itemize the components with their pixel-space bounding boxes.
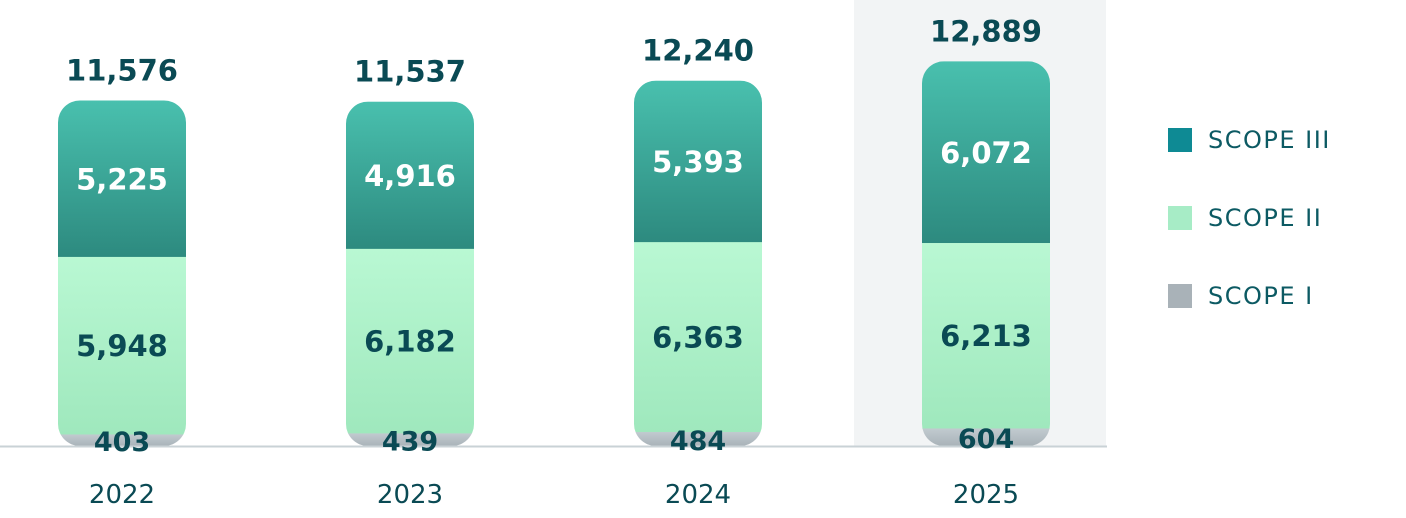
legend-swatch-scope-ii (1168, 206, 1192, 230)
x-tick-label-2024: 2024 (665, 480, 731, 510)
total-label-2025: 12,889 (930, 14, 1042, 48)
legend-label-scope-i: SCOPE I (1208, 282, 1314, 310)
legend-label-scope-ii: SCOPE II (1208, 204, 1323, 232)
bar-segment-scope-ii-2023 (346, 248, 474, 434)
bar-2022 (58, 100, 186, 447)
value-label-scope-ii-2023: 6,182 (364, 325, 456, 359)
value-label-scope-i-2022: 403 (94, 427, 150, 458)
legend-item-scope-iii: SCOPE III (1168, 118, 1388, 162)
bar-segment-scope-iii-2023 (346, 101, 474, 249)
value-label-scope-ii-2025: 6,213 (940, 319, 1032, 353)
bar-2024 (634, 80, 762, 447)
bar-2023 (346, 101, 474, 447)
value-label-scope-iii-2025: 6,072 (940, 136, 1032, 170)
value-label-scope-i-2025: 604 (958, 424, 1014, 455)
bar-segment-scope-ii-2024 (634, 241, 762, 433)
value-label-scope-i-2023: 439 (382, 426, 438, 457)
x-tick-label-2025: 2025 (953, 480, 1019, 510)
bar-segment-scope-iii-2025 (922, 61, 1050, 244)
x-tick-label-2022: 2022 (89, 480, 155, 510)
value-label-scope-ii-2022: 5,948 (76, 329, 168, 363)
legend-item-scope-ii: SCOPE II (1168, 196, 1388, 240)
bar-segment-scope-iii-2022 (58, 100, 186, 257)
x-tick-label-2023: 2023 (377, 480, 443, 510)
bar-segment-scope-i-2025 (922, 427, 1050, 447)
total-label-2024: 12,240 (642, 34, 754, 68)
value-label-scope-iii-2022: 5,225 (76, 162, 168, 196)
legend-swatch-scope-iii (1168, 128, 1192, 152)
legend-label-scope-iii: SCOPE III (1208, 126, 1331, 154)
value-label-scope-ii-2024: 6,363 (652, 321, 744, 355)
bar-segment-scope-i-2023 (346, 432, 474, 447)
bar-segment-scope-ii-2025 (922, 242, 1050, 429)
bar-segment-scope-iii-2024 (634, 80, 762, 243)
legend-swatch-scope-i (1168, 284, 1192, 308)
bar-segment-scope-ii-2022 (58, 256, 186, 435)
value-label-scope-i-2024: 484 (670, 426, 726, 457)
bar-segment-scope-i-2024 (634, 431, 762, 447)
bar-segment-scope-i-2022 (58, 433, 186, 447)
value-label-scope-iii-2023: 4,916 (364, 159, 456, 193)
total-label-2023: 11,537 (354, 55, 466, 89)
value-label-scope-iii-2024: 5,393 (652, 145, 744, 179)
bar-2025 (922, 61, 1050, 447)
total-label-2022: 11,576 (66, 53, 178, 87)
legend-item-scope-i: SCOPE I (1168, 274, 1388, 318)
